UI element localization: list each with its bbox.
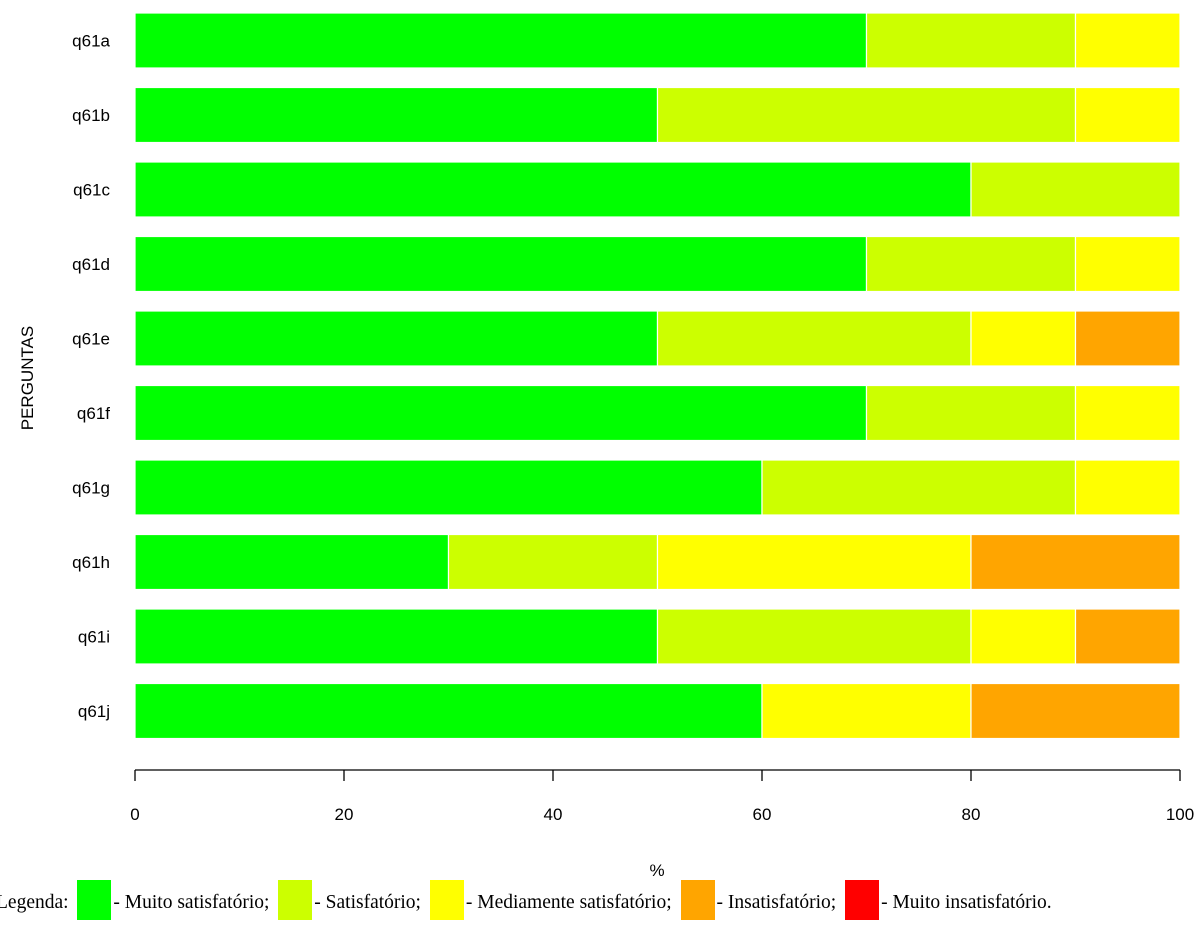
- legend: Legenda: - Muito satisfatório; - Satisfa…: [0, 880, 1204, 920]
- bar-q61f-series-2: [1074, 384, 1181, 442]
- bar-q61i-series-1: [656, 608, 972, 665]
- legend-text: - Muito satisfatório;: [113, 892, 270, 913]
- x-tick-label-0: 0: [130, 805, 139, 824]
- bar-q61e-series-1: [656, 310, 972, 367]
- legend-item-muito-satisfatorio: - Muito satisfatório;: [73, 880, 270, 920]
- bar-q61b-series-2: [1074, 86, 1181, 144]
- bar-q61j-series-2: [761, 682, 972, 740]
- category-label-q61c: q61c: [73, 181, 110, 200]
- x-tick-label-60: 60: [753, 805, 772, 824]
- bar-q61g-series-2: [1074, 459, 1181, 516]
- legend-item-insatisfatorio: - Insatisfatório;: [677, 880, 837, 920]
- legend-item-mediamente-satisfatorio: - Mediamente satisfatório;: [426, 880, 672, 920]
- bar-q61g-series-1: [761, 459, 1077, 516]
- bar-q61i-series-0: [134, 608, 659, 665]
- legend-text: - Satisfatório;: [314, 892, 421, 913]
- bar-q61a-series-1: [865, 12, 1077, 69]
- bar-q61d-series-2: [1074, 235, 1181, 293]
- category-label-q61g: q61g: [72, 479, 110, 498]
- bar-q61h-series-1: [447, 533, 659, 591]
- swatch-green-icon: [77, 880, 112, 920]
- bars-group: [134, 12, 1181, 740]
- category-label-q61b: q61b: [72, 106, 110, 125]
- bar-q61e-series-0: [134, 310, 659, 367]
- swatch-red-icon: [845, 880, 880, 920]
- category-label-q61e: q61e: [72, 330, 110, 349]
- bar-q61a-series-0: [134, 12, 868, 69]
- category-labels: q61a q61b q61c q61d q61e q61f q61g q61h q61i q61j: [72, 32, 110, 722]
- stacked-bar-chart: q61a q61b q61c q61d q61e q61f q61g q61h q61i q61j…: [18, 12, 1194, 880]
- bar-q61h-series-2: [656, 533, 972, 591]
- category-label-q61f: q61f: [77, 404, 110, 423]
- bar-q61b-series-0: [134, 86, 659, 144]
- x-axis: 0 20 40 60 80 100: [130, 769, 1194, 824]
- x-tick-label-40: 40: [544, 805, 563, 824]
- category-label-q61i: q61i: [78, 628, 110, 647]
- swatch-yellow-icon: [429, 880, 464, 920]
- bar-q61j-series-3: [970, 682, 1181, 740]
- bar-q61d-series-1: [865, 235, 1077, 293]
- bar-q61c-series-1: [970, 161, 1181, 218]
- bar-q61d-series-0: [134, 235, 868, 293]
- category-label-q61d: q61d: [72, 255, 110, 274]
- legend-item-satisfatorio: - Satisfatório;: [274, 880, 421, 920]
- x-axis-title: %: [649, 861, 664, 880]
- y-axis-title: PERGUNTAS: [18, 326, 37, 431]
- bar-q61g-series-0: [134, 459, 763, 516]
- category-label-q61a: q61a: [72, 32, 110, 51]
- bar-q61i-series-2: [970, 608, 1077, 665]
- swatch-lime-icon: [278, 880, 313, 920]
- bar-q61f-series-0: [134, 384, 868, 442]
- bar-q61f-series-1: [865, 384, 1077, 442]
- x-tick-label-100: 100: [1166, 805, 1194, 824]
- legend-text: - Muito insatisfatório.: [881, 892, 1052, 913]
- bar-q61h-series-3: [970, 533, 1181, 591]
- x-tick-label-80: 80: [962, 805, 981, 824]
- x-tick-label-20: 20: [335, 805, 354, 824]
- bar-q61a-series-2: [1074, 12, 1181, 69]
- category-label-q61j: q61j: [78, 702, 110, 721]
- legend-text: - Insatisfatório;: [716, 892, 837, 913]
- swatch-orange-icon: [680, 880, 715, 920]
- legend-item-muito-insatisfatorio: - Muito insatisfatório.: [841, 880, 1052, 920]
- bar-q61j-series-0: [134, 682, 763, 740]
- legend-text: - Mediamente satisfatório;: [465, 892, 672, 913]
- bar-q61e-series-2: [970, 310, 1077, 367]
- bar-q61i-series-3: [1074, 608, 1181, 665]
- category-label-q61h: q61h: [72, 553, 110, 572]
- legend-prefix: Legenda:: [0, 892, 69, 913]
- bar-q61c-series-0: [134, 161, 972, 218]
- bar-q61b-series-1: [656, 86, 1077, 144]
- bar-q61h-series-0: [134, 533, 450, 591]
- bar-q61e-series-3: [1074, 310, 1181, 367]
